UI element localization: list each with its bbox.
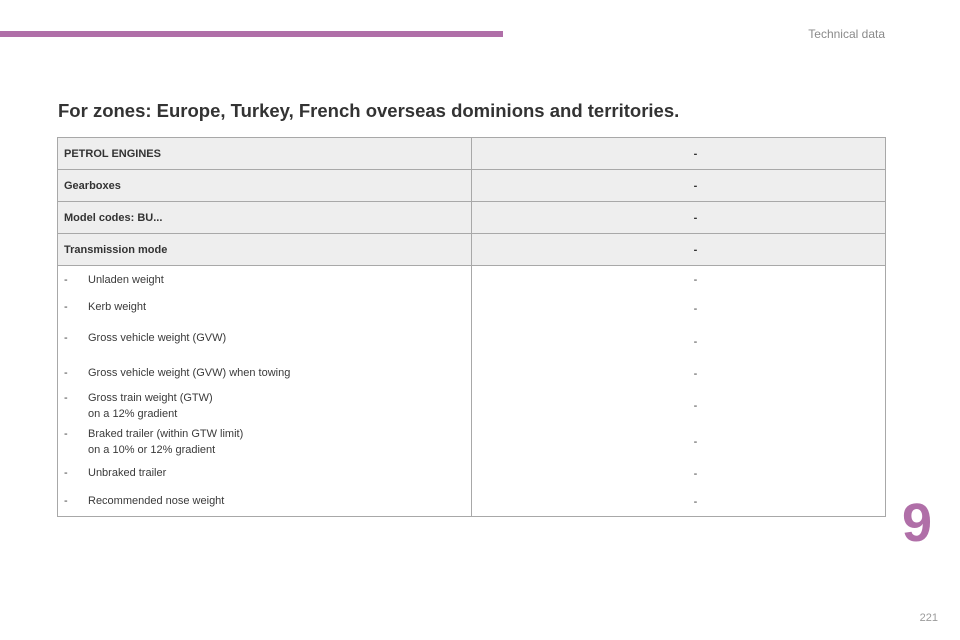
row-label: Gearboxes bbox=[58, 170, 472, 201]
spec-table: PETROL ENGINES - Gearboxes - Model codes… bbox=[57, 137, 886, 517]
row-label: Unladen weight bbox=[88, 274, 164, 286]
table-row: - Braked trailer (within GTW limit) on a… bbox=[58, 424, 471, 460]
table-header-row-transmission: Transmission mode - bbox=[58, 234, 885, 266]
bullet-dash: - bbox=[64, 274, 68, 286]
page-number: 221 bbox=[919, 612, 938, 624]
table-row: - Unladen weight bbox=[58, 266, 471, 294]
row-label: Kerb weight bbox=[88, 301, 147, 313]
row-value: - bbox=[693, 436, 698, 448]
bullet-dash: - bbox=[64, 367, 68, 379]
bullet-dash: - bbox=[64, 495, 68, 507]
table-header-row-engines: PETROL ENGINES - bbox=[58, 138, 885, 170]
row-value: - bbox=[693, 303, 698, 315]
section-color-bar bbox=[0, 31, 503, 37]
table-row: - Unbraked trailer bbox=[58, 460, 471, 488]
table-row: - Gross vehicle weight (GVW) when towing bbox=[58, 360, 471, 388]
page-title: For zones: Europe, Turkey, French overse… bbox=[58, 100, 680, 121]
bullet-dash: - bbox=[64, 332, 68, 344]
table-row: - Recommended nose weight bbox=[58, 488, 471, 516]
row-value: - bbox=[693, 368, 698, 380]
row-label: PETROL ENGINES bbox=[58, 138, 472, 169]
table-row: - Gross train weight (GTW) on a 12% grad… bbox=[58, 388, 471, 424]
row-label: Gross vehicle weight (GVW) when towing bbox=[88, 367, 291, 379]
row-value: - bbox=[693, 336, 698, 348]
row-label-continued: on a 10% or 12% gradient bbox=[88, 444, 216, 456]
table-header-row-model-codes: Model codes: BU... - bbox=[58, 202, 885, 234]
row-label: Transmission mode bbox=[58, 234, 472, 265]
row-value: - bbox=[693, 211, 698, 224]
table-body-labels: - Unladen weight - Kerb weight - Gross v… bbox=[58, 266, 472, 516]
row-label: Recommended nose weight bbox=[88, 495, 225, 507]
bullet-dash: - bbox=[64, 392, 68, 404]
bullet-dash: - bbox=[64, 428, 68, 440]
chapter-number: 9 bbox=[902, 493, 933, 553]
table-header-row-gearboxes: Gearboxes - bbox=[58, 170, 885, 202]
row-label: Braked trailer (within GTW limit) bbox=[88, 428, 244, 440]
row-value: - bbox=[693, 147, 698, 160]
row-label: Gross vehicle weight (GVW) bbox=[88, 332, 227, 344]
row-value: - bbox=[693, 179, 698, 192]
row-label: Model codes: BU... bbox=[58, 202, 472, 233]
bullet-dash: - bbox=[64, 467, 68, 479]
row-label-continued: on a 12% gradient bbox=[88, 408, 178, 420]
row-value: - bbox=[693, 243, 698, 256]
row-value: - bbox=[693, 400, 698, 412]
table-body: - Unladen weight - Kerb weight - Gross v… bbox=[58, 266, 885, 516]
row-value: - bbox=[693, 496, 698, 508]
table-row: - Gross vehicle weight (GVW) bbox=[58, 324, 471, 360]
row-value: - bbox=[693, 468, 698, 480]
table-body-values: - - - - - - - - bbox=[472, 266, 885, 516]
bullet-dash: - bbox=[64, 301, 68, 313]
row-value: - bbox=[693, 274, 698, 286]
table-row: - Kerb weight bbox=[58, 294, 471, 324]
section-label: Technical data bbox=[808, 27, 885, 41]
row-label: Unbraked trailer bbox=[88, 467, 167, 479]
row-label: Gross train weight (GTW) bbox=[88, 392, 213, 404]
